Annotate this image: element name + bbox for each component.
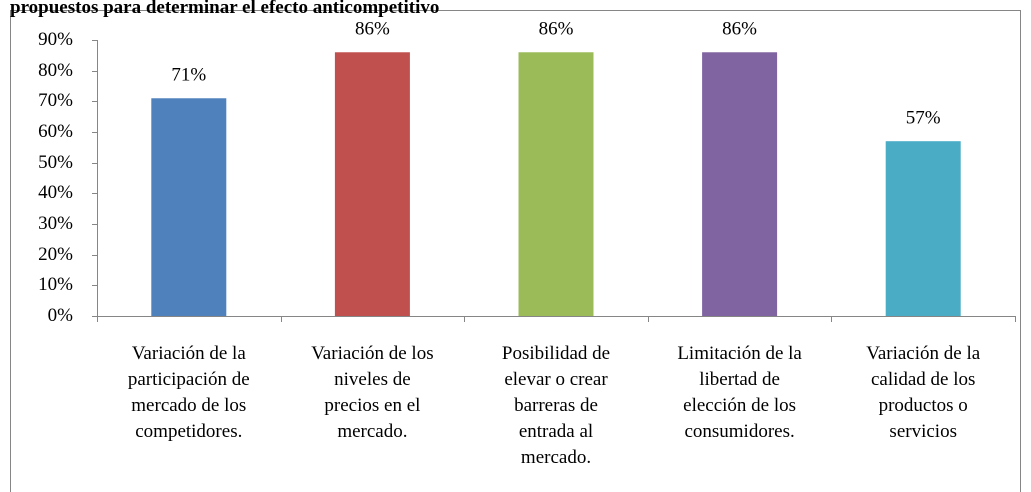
data-label: 86%	[722, 19, 757, 40]
y-tick-label: 40%	[38, 182, 73, 203]
x-tick-label: Variación de los niveles de precios en el m…	[311, 343, 433, 442]
bar	[885, 141, 961, 316]
x-tick-label: Limitación de la libertad de elección de l…	[677, 343, 802, 442]
x-tick-label: Variación de la participación de mercado d…	[128, 343, 250, 442]
y-tick-label: 10%	[38, 274, 73, 295]
y-tick-label: 60%	[38, 121, 73, 142]
data-label: 86%	[355, 19, 390, 40]
chart-border	[10, 10, 1021, 492]
bar	[702, 52, 778, 317]
data-label: 71%	[171, 65, 206, 86]
data-label: 57%	[906, 108, 941, 129]
y-tick-label: 70%	[38, 90, 73, 111]
y-tick-label: 50%	[38, 152, 73, 173]
bar	[151, 98, 227, 317]
y-tick-label: 80%	[38, 60, 73, 81]
y-tick-label: 20%	[38, 244, 73, 265]
y-tick-label: 30%	[38, 213, 73, 234]
chart-title: propuestos para determinar el efecto ant…	[10, 0, 439, 18]
y-tick-label: 90%	[38, 29, 73, 50]
bar	[518, 52, 594, 317]
bar	[334, 52, 410, 317]
y-tick-label: 0%	[48, 305, 74, 326]
x-tick-label: Posibilidad de elevar o crear barreras de e…	[502, 343, 610, 468]
title-background	[8, 0, 568, 10]
x-tick-label: Variación de la calidad de los productos o…	[866, 343, 981, 442]
data-label: 86%	[539, 19, 574, 40]
